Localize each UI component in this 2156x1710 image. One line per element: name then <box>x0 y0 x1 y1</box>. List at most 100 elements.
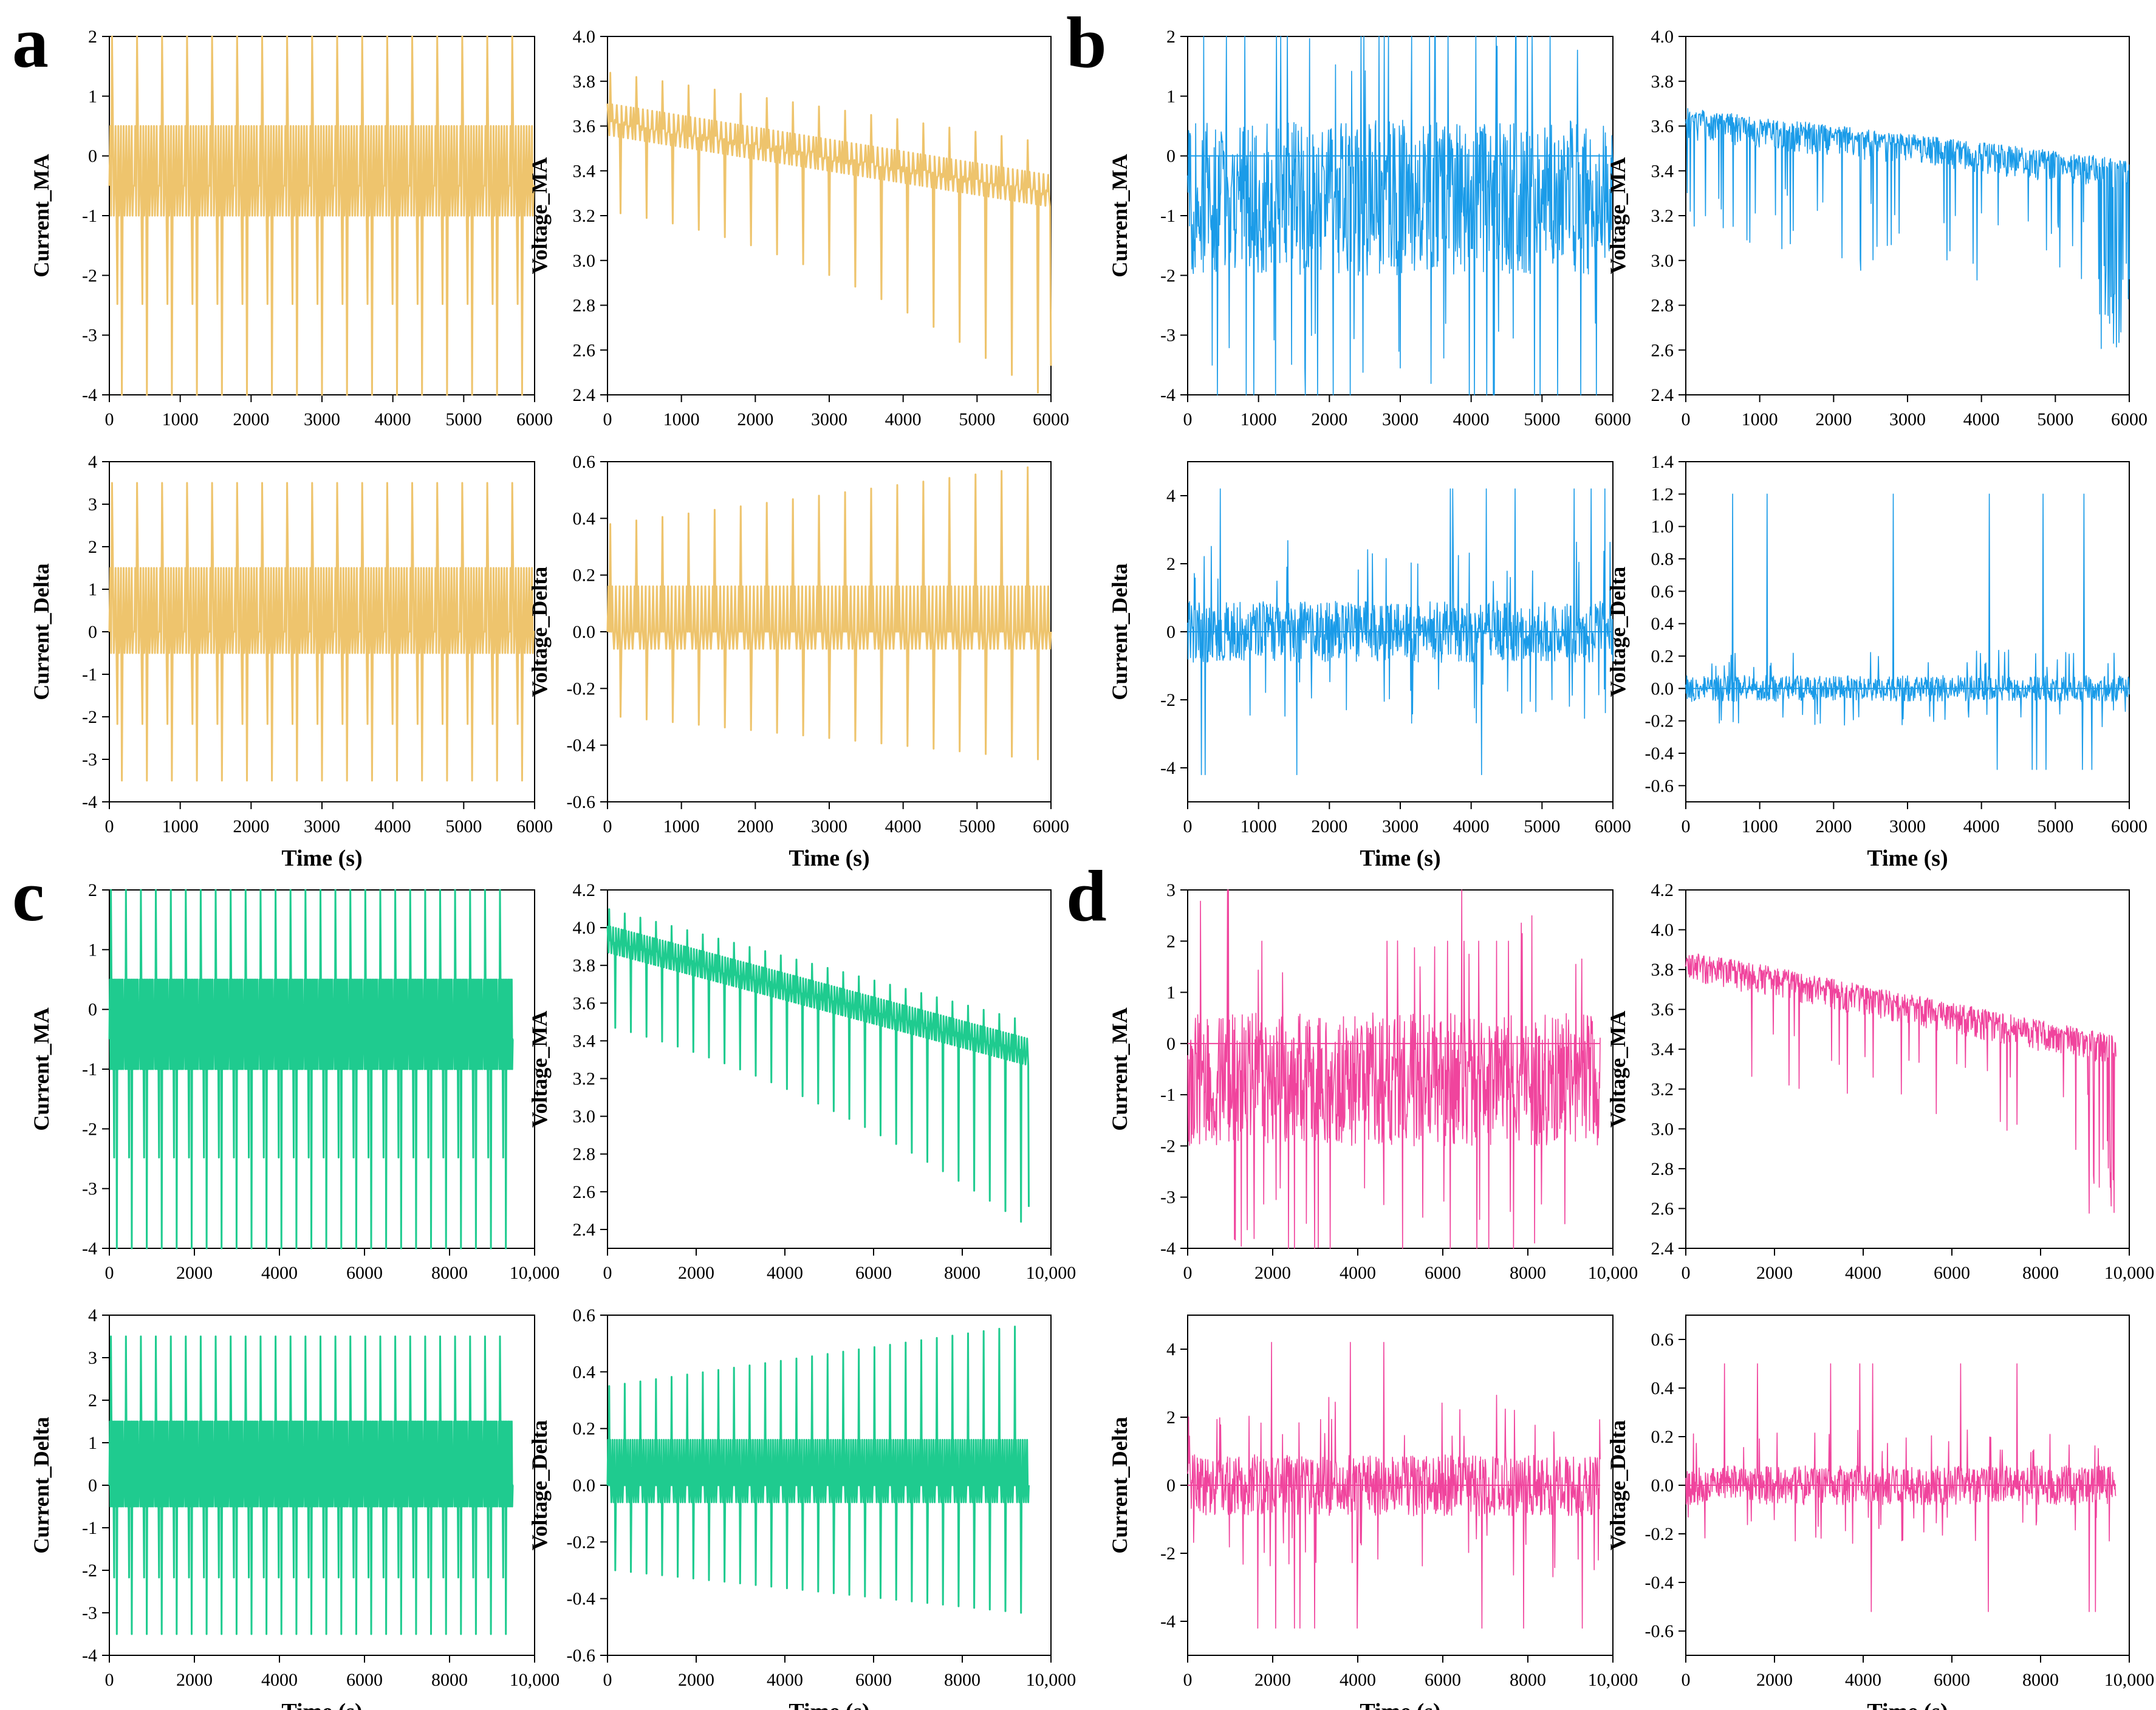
x-tick-label: 6000 <box>1595 816 1631 836</box>
x-tick-label: 0 <box>603 1670 612 1690</box>
x-tick-label: 10,000 <box>510 1263 560 1283</box>
y-tick-label: 2 <box>88 537 97 557</box>
x-tick-label: 4000 <box>885 816 922 836</box>
y-tick-label: -4 <box>82 1239 97 1259</box>
x-tick-label: 2000 <box>737 409 773 429</box>
y-axis-label: Current_MA <box>29 154 53 277</box>
y-tick-label: 0 <box>1166 1476 1176 1496</box>
y-tick-label: 0.4 <box>1651 1378 1674 1398</box>
y-axis-label: Current_MA <box>29 1007 53 1130</box>
y-tick-label: 2.8 <box>573 296 596 316</box>
x-tick-label: 10,000 <box>2104 1263 2155 1283</box>
series-line <box>1685 953 2117 1214</box>
x-tick-label: 5000 <box>2037 816 2073 836</box>
x-tick-label: 2000 <box>1311 816 1347 836</box>
subplot-current-delta: 0 2000 4000 6000 8000 10,000 -4 -3 -2 -1 0 1 2 3 4 Curr… <box>29 1305 560 1710</box>
x-axis-label: Time (s) <box>1360 846 1440 871</box>
y-tick-label: 2.4 <box>573 1220 596 1240</box>
y-tick-label: 1 <box>88 1433 97 1453</box>
y-axis-label: Voltage_MA <box>527 1011 552 1128</box>
subplot-voltage-ma: 0 1000 2000 3000 4000 5000 6000 2.4 2.6 2.8 3.0 3.2… <box>527 27 1069 429</box>
x-tick-label: 1000 <box>162 816 199 836</box>
series-line <box>108 482 535 782</box>
x-tick-label: 0 <box>1682 816 1691 836</box>
x-tick-label: 2000 <box>1815 409 1852 429</box>
y-tick-label: 0.2 <box>1651 1427 1674 1447</box>
y-tick-label: 3.2 <box>1651 206 1674 226</box>
subplot-current-ma: 0 2000 4000 6000 8000 10,000 -4 -3 -2 -1 0 1 2 Curren… <box>29 880 560 1283</box>
y-tick-label: -4 <box>82 1646 97 1666</box>
x-tick-label: 5000 <box>445 816 482 836</box>
subplot-voltage-ma: 0 2000 4000 6000 8000 10,000 2.4 2.6 2.8 3.0 3.2 3.… <box>527 880 1076 1283</box>
y-axis-label: Voltage_MA <box>1606 1011 1630 1128</box>
x-tick-label: 2000 <box>737 816 773 836</box>
y-tick-label: 2.6 <box>1651 1199 1674 1219</box>
y-tick-label: -1 <box>82 1518 97 1538</box>
y-tick-label: 0.0 <box>1651 1476 1674 1496</box>
x-tick-label: 1000 <box>663 409 700 429</box>
y-tick-label: -4 <box>1160 385 1176 405</box>
x-tick-label: 5000 <box>445 409 482 429</box>
y-tick-label: -4 <box>1160 1239 1176 1259</box>
y-tick-label: 3 <box>1166 880 1176 900</box>
y-tick-label: 4.2 <box>1651 880 1674 900</box>
y-tick-label: -0.2 <box>1645 711 1674 731</box>
x-tick-label: 0 <box>105 816 114 836</box>
panel-b: b0 1000 2000 3000 4000 5000 6000-4-3-2-1012Cur… <box>1066 2 2147 871</box>
y-axis-label: Voltage_MA <box>527 157 552 275</box>
x-tick-label: 0 <box>1183 409 1193 429</box>
y-tick-label: -3 <box>1160 326 1176 346</box>
series-line <box>1187 36 1614 395</box>
y-tick-label: 3.4 <box>1651 1039 1674 1059</box>
series-line <box>1685 493 2130 770</box>
y-tick-label: 4.2 <box>573 880 596 900</box>
x-tick-label: 6000 <box>1595 409 1631 429</box>
y-tick-label: 2 <box>1166 554 1176 574</box>
subplot-voltage-delta: 0 2000 4000 6000 8000 10,000 -0.6 -0.4 -0.2 0.0 0.… <box>527 1305 1076 1710</box>
y-tick-label: 0.0 <box>573 622 596 642</box>
y-tick-label: 2.8 <box>1651 296 1674 316</box>
x-tick-label: 6000 <box>1934 1670 1970 1690</box>
y-tick-label: -1 <box>1160 206 1176 226</box>
x-tick-label: 6000 <box>516 816 553 836</box>
y-tick-label: -2 <box>82 707 97 727</box>
y-tick-label: -2 <box>1160 265 1176 286</box>
x-tick-label: 0 <box>1682 1263 1691 1283</box>
axes-frame <box>1685 36 2130 395</box>
axes-frame <box>1685 889 2130 1249</box>
x-tick-label: 0 <box>603 409 612 429</box>
y-tick-label: -3 <box>82 1179 97 1199</box>
y-tick-label: 4.0 <box>1651 920 1674 940</box>
x-axis-label: Time (s) <box>281 1699 362 1710</box>
y-tick-label: -0.4 <box>567 1589 596 1609</box>
y-tick-label: -1 <box>1160 1085 1176 1105</box>
y-tick-label: -1 <box>82 206 97 226</box>
x-tick-label: 0 <box>105 1670 114 1690</box>
y-tick-label: -4 <box>82 385 97 405</box>
y-tick-label: 2.6 <box>573 1182 596 1202</box>
y-tick-label: 0.8 <box>1651 549 1674 569</box>
y-tick-label: 2 <box>1166 27 1176 47</box>
y-tick-label: 0 <box>1166 622 1176 642</box>
x-tick-label: 1000 <box>1742 816 1778 836</box>
y-tick-label: 3.8 <box>1651 72 1674 92</box>
subplot-voltage-delta: 0 1000 2000 3000 4000 5000 6000 -0.6 -0.4 -0.2 0.0… <box>527 452 1069 871</box>
x-tick-label: 2000 <box>678 1670 714 1690</box>
panel-letter: c <box>12 855 44 936</box>
x-tick-label: 0 <box>603 1263 612 1283</box>
y-tick-label: 0.2 <box>573 1419 596 1439</box>
y-axis-label: Current_MA <box>1107 154 1132 277</box>
x-tick-label: 5000 <box>959 409 995 429</box>
series-line <box>606 908 1030 1223</box>
x-tick-label: 3000 <box>1382 409 1419 429</box>
y-tick-label: -0.4 <box>567 736 596 756</box>
series-line <box>108 35 535 396</box>
y-tick-label: -0.6 <box>1645 776 1674 796</box>
y-tick-label: -2 <box>82 265 97 286</box>
x-tick-label: 0 <box>1183 1670 1193 1690</box>
x-tick-label: 3000 <box>304 409 340 429</box>
y-tick-label: 0.6 <box>1651 1330 1674 1350</box>
x-tick-label: 8000 <box>431 1263 468 1283</box>
series-line <box>1187 488 1614 775</box>
y-tick-label: 0.4 <box>573 508 596 528</box>
